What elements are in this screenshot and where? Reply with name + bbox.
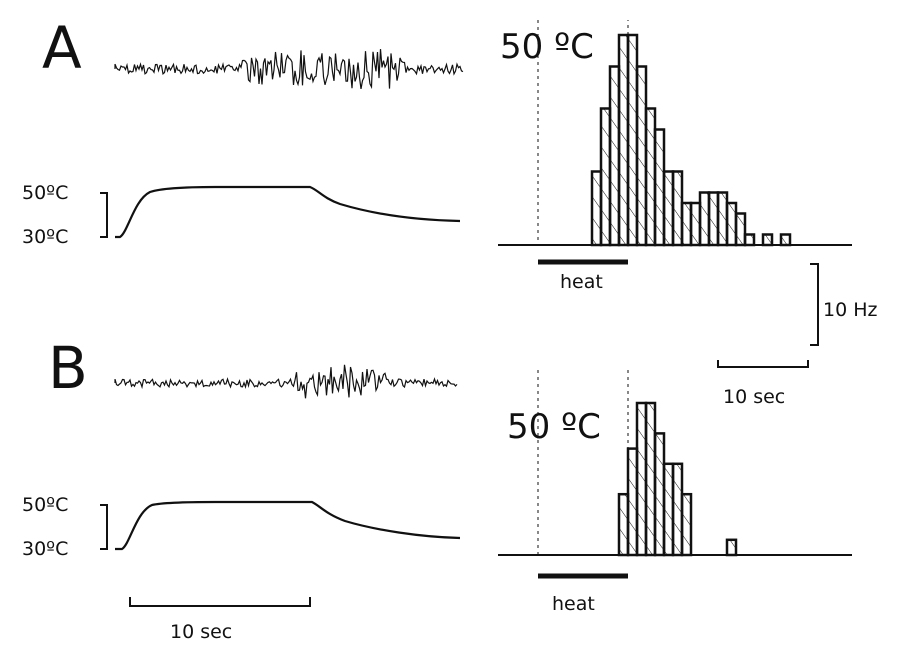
histogram-bar — [619, 494, 628, 555]
stim-temp-label-b: 50 ºC — [507, 407, 601, 447]
histogram-bar — [655, 433, 664, 555]
temp-bracket-b — [100, 505, 107, 549]
histogram-bar — [709, 193, 718, 246]
histogram-bar — [745, 235, 754, 246]
histogram-bar — [664, 172, 673, 246]
histogram-bar — [682, 494, 691, 555]
rate-scale-bar — [810, 264, 818, 345]
temp-bracket-a — [100, 193, 107, 237]
histogram-bar — [637, 67, 646, 246]
temperature-trace-a — [115, 187, 460, 237]
temperature-trace-b — [115, 502, 460, 549]
histogram-a — [592, 35, 790, 245]
temp-low-label-b: 30ºC — [22, 538, 68, 560]
trace-time-scale-bar — [130, 597, 310, 606]
histogram-bar — [736, 214, 745, 246]
histogram-bar — [727, 540, 736, 555]
histogram-bar — [664, 464, 673, 555]
stim-temp-label-a: 50 ºC — [500, 27, 594, 67]
temp-high-label-a: 50ºC — [22, 182, 68, 204]
histogram-bar — [673, 464, 682, 555]
heat-label-b: heat — [552, 593, 595, 615]
histogram-bar — [628, 449, 637, 555]
panel-label-a: A — [42, 14, 82, 82]
nerve-activity-trace-b — [115, 365, 457, 399]
histogram-bar — [718, 193, 727, 246]
histogram-bar — [592, 172, 601, 246]
rate-scale-label: 10 Hz — [823, 299, 878, 321]
panel-label-b: B — [48, 334, 88, 402]
histogram-bar — [682, 203, 691, 245]
histogram-bar — [601, 109, 610, 246]
nerve-activity-trace-a — [115, 49, 463, 89]
histogram-bar — [628, 35, 637, 245]
hist-time-scale-label: 10 sec — [723, 386, 785, 408]
histogram-bar — [781, 235, 790, 246]
histogram-bar — [691, 203, 700, 245]
histogram-bar — [700, 193, 709, 246]
hist-time-scale-bar — [718, 360, 808, 367]
histogram-b — [619, 403, 736, 555]
temp-low-label-a: 30ºC — [22, 226, 68, 248]
histogram-bar — [727, 203, 736, 245]
histogram-bar — [637, 403, 646, 555]
histogram-bar — [673, 172, 682, 246]
histogram-bar — [763, 235, 772, 246]
histogram-bar — [610, 67, 619, 246]
histogram-bar — [646, 109, 655, 246]
histogram-bar — [619, 35, 628, 245]
temp-high-label-b: 50ºC — [22, 494, 68, 516]
trace-time-scale-label: 10 sec — [170, 621, 232, 643]
histogram-bar — [646, 403, 655, 555]
heat-label-a: heat — [560, 271, 603, 293]
histogram-bar — [655, 130, 664, 246]
